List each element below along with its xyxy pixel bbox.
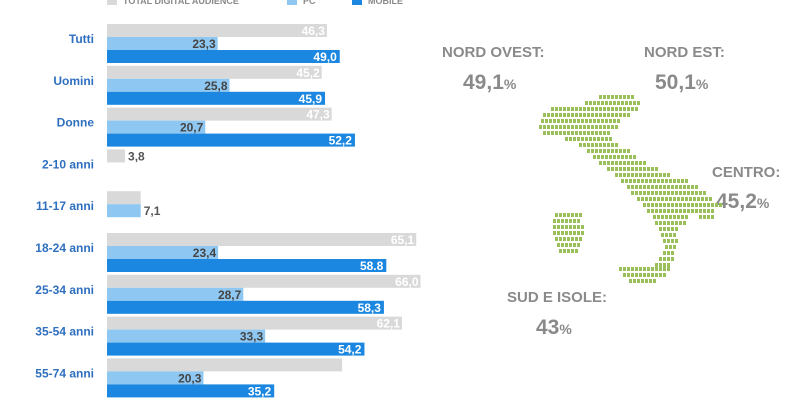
legend-label: TOTAL DIGITAL AUDIENCE [123, 0, 239, 6]
value-label: 58,3 [358, 301, 382, 315]
value-label: 65,1 [391, 233, 415, 247]
region-name: NORD OVEST: [442, 44, 545, 61]
value-label: 3,8 [128, 149, 145, 163]
value-label: 52,2 [329, 134, 353, 148]
map-dots [539, 95, 722, 283]
value-label: 23,3 [192, 37, 216, 51]
value-label: 45,2 [296, 66, 320, 80]
bar [107, 274, 421, 288]
value-label: 45,9 [299, 92, 323, 106]
bar [107, 191, 141, 205]
value-label: 58.8 [360, 259, 384, 273]
bar [107, 342, 365, 356]
legend-label: MOBILE [368, 0, 403, 6]
value-label: 7,1 [144, 204, 161, 218]
value-label: 66,0 [395, 275, 419, 289]
bar [107, 24, 327, 37]
value-label: 28,7 [218, 288, 242, 302]
category-tick-label: Uomini [53, 74, 94, 88]
bar [107, 120, 206, 134]
region-value: 43% [536, 316, 572, 339]
category-tick-label: 18-24 anni [35, 241, 94, 255]
bar [107, 384, 275, 398]
region-value: 45,2% [716, 190, 770, 213]
legend-swatch [287, 0, 297, 5]
category-tick-label: Donne [57, 116, 95, 130]
bar [107, 37, 218, 50]
region-name: CENTRO: [712, 164, 781, 181]
bar [107, 246, 219, 259]
value-label: 62,1 [377, 317, 401, 331]
legend-swatch [107, 0, 117, 5]
bar [107, 133, 355, 147]
bar [107, 91, 326, 105]
region-name: NORD EST: [644, 44, 725, 61]
bar [107, 300, 384, 314]
bar [107, 204, 141, 218]
bar [107, 65, 322, 79]
category-tick-label: 25-34 anni [35, 283, 94, 297]
bar [107, 107, 332, 121]
legend-label: PC [303, 0, 316, 6]
bar [107, 287, 244, 301]
value-label: 49,0 [313, 50, 337, 64]
bar [107, 358, 343, 372]
category-tick-label: 35-54 anni [35, 325, 94, 339]
category-tick-label: 2-10 anni [42, 157, 94, 171]
category-tick-label: Tutti [69, 32, 94, 46]
bar [107, 149, 126, 163]
value-label: 20,7 [180, 121, 204, 135]
bar [107, 371, 204, 385]
value-label: 54,2 [338, 343, 362, 357]
bar [107, 329, 266, 343]
bar [107, 316, 402, 330]
value-label: 47,3 [306, 108, 330, 122]
value-label: 20,3 [178, 371, 202, 385]
bar [107, 233, 417, 246]
value-label: 23,4 [193, 246, 217, 260]
value-label: 46,3 [302, 24, 326, 38]
bar [107, 50, 340, 63]
bar [107, 78, 230, 92]
category-tick-label: 55-74 anni [35, 366, 94, 380]
region-value: 49,1% [463, 71, 517, 94]
value-label: 33,3 [240, 330, 264, 344]
category-tick-label: 11-17 anni [36, 199, 94, 213]
bar [107, 259, 387, 272]
value-label: 35,2 [248, 384, 272, 398]
audience-bar-chart: TOTAL DIGITAL AUDIENCE PC MOBILE Tutti 46,3 2… [35, 0, 421, 398]
legend-swatch [352, 0, 362, 5]
value-label: 25,8 [204, 79, 228, 93]
italy-dot-map [539, 95, 722, 283]
region-name: SUD E ISOLE: [507, 289, 608, 306]
region-value: 50,1% [655, 71, 709, 94]
